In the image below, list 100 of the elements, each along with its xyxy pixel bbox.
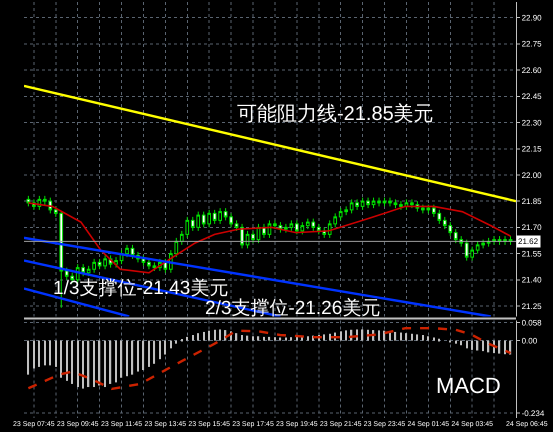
bar [455,340,457,344]
candlestick [470,246,474,262]
y-tick-label: 22.15 [522,144,542,154]
bar [142,340,144,370]
bar [33,340,35,368]
y-tick-label: 22.75 [522,40,542,49]
bar [416,334,418,341]
bar [137,340,139,372]
candlestick [300,222,304,235]
bar [290,337,292,341]
bar [246,336,248,341]
bar [214,330,216,341]
y-tick-label: 21.40 [522,276,542,285]
y-tick-label: 0.058 [522,318,542,328]
bar [279,338,282,341]
bar [98,340,100,386]
candlestick [426,204,430,214]
y-tick-label: 22.00 [522,170,542,180]
ref-line-label: 21.62 [518,237,539,246]
bar [82,340,84,389]
bar [340,331,342,341]
bar [192,335,194,341]
candlestick [180,230,184,246]
bar [197,333,199,341]
bar [186,336,188,341]
candlestick [202,211,206,228]
candlestick [26,195,30,207]
bar [71,340,73,384]
bar [307,336,309,341]
bar [87,340,90,388]
bar [383,330,386,341]
candlestick [42,195,47,206]
annotation: MACD [436,373,501,398]
candlestick [333,212,338,228]
bar [460,340,462,346]
bar [405,333,408,341]
candlestick [350,198,354,214]
y-tick-label: -0.234 [522,408,545,418]
bar [345,330,347,341]
y-tick-label: 21.25 [522,302,542,311]
candlestick [196,211,200,232]
bar [170,340,172,348]
candlestick [464,239,469,262]
bar [120,340,122,378]
y-tick-label: 0.00 [522,336,538,346]
candlestick [86,265,90,277]
candlestick [212,209,217,224]
bar [400,332,402,341]
bar [203,332,205,341]
bar [148,340,150,367]
bar [438,338,440,342]
bar [487,340,490,352]
bar [126,340,128,376]
candlestick [92,258,96,274]
bar [49,340,51,366]
bar [323,334,325,341]
bar [93,340,95,388]
bar [427,336,429,341]
bar [38,340,40,367]
bar [131,340,134,375]
candlestick [442,216,447,230]
annotation: 可能阻力线-21.85美元 [237,102,434,125]
bar [159,340,161,360]
candlestick [437,209,442,224]
bar [504,340,506,354]
candlestick [54,206,58,218]
bar [268,336,270,341]
bar [361,329,364,341]
bar [55,340,57,367]
bar [285,338,287,341]
candlestick [448,222,452,237]
candlestick [64,267,69,280]
candlestick [218,208,222,224]
y-tick-label: 22.45 [522,92,542,102]
bar [208,330,210,341]
bar [27,340,30,375]
candlestick [355,198,359,210]
y-tick-label: 21.55 [522,249,542,258]
bar [433,338,435,341]
y-tick-label: 22.90 [522,14,542,23]
bar [498,340,500,354]
candlestick [421,204,425,214]
bar [263,336,265,341]
bar [219,329,221,341]
bar [153,340,156,364]
y-tick-label: 22.30 [522,118,542,128]
candlestick [190,216,195,232]
bar [394,332,396,341]
candlestick [295,220,299,235]
bar [241,335,243,341]
bar [66,340,68,381]
bar [115,340,117,382]
bar [422,335,424,341]
candlestick [344,206,348,216]
bar [476,340,478,350]
bar [104,340,106,388]
y-tick-label: 21.85 [522,196,542,206]
candlestick [224,208,228,221]
bar [164,340,166,355]
candlestick [290,220,294,232]
